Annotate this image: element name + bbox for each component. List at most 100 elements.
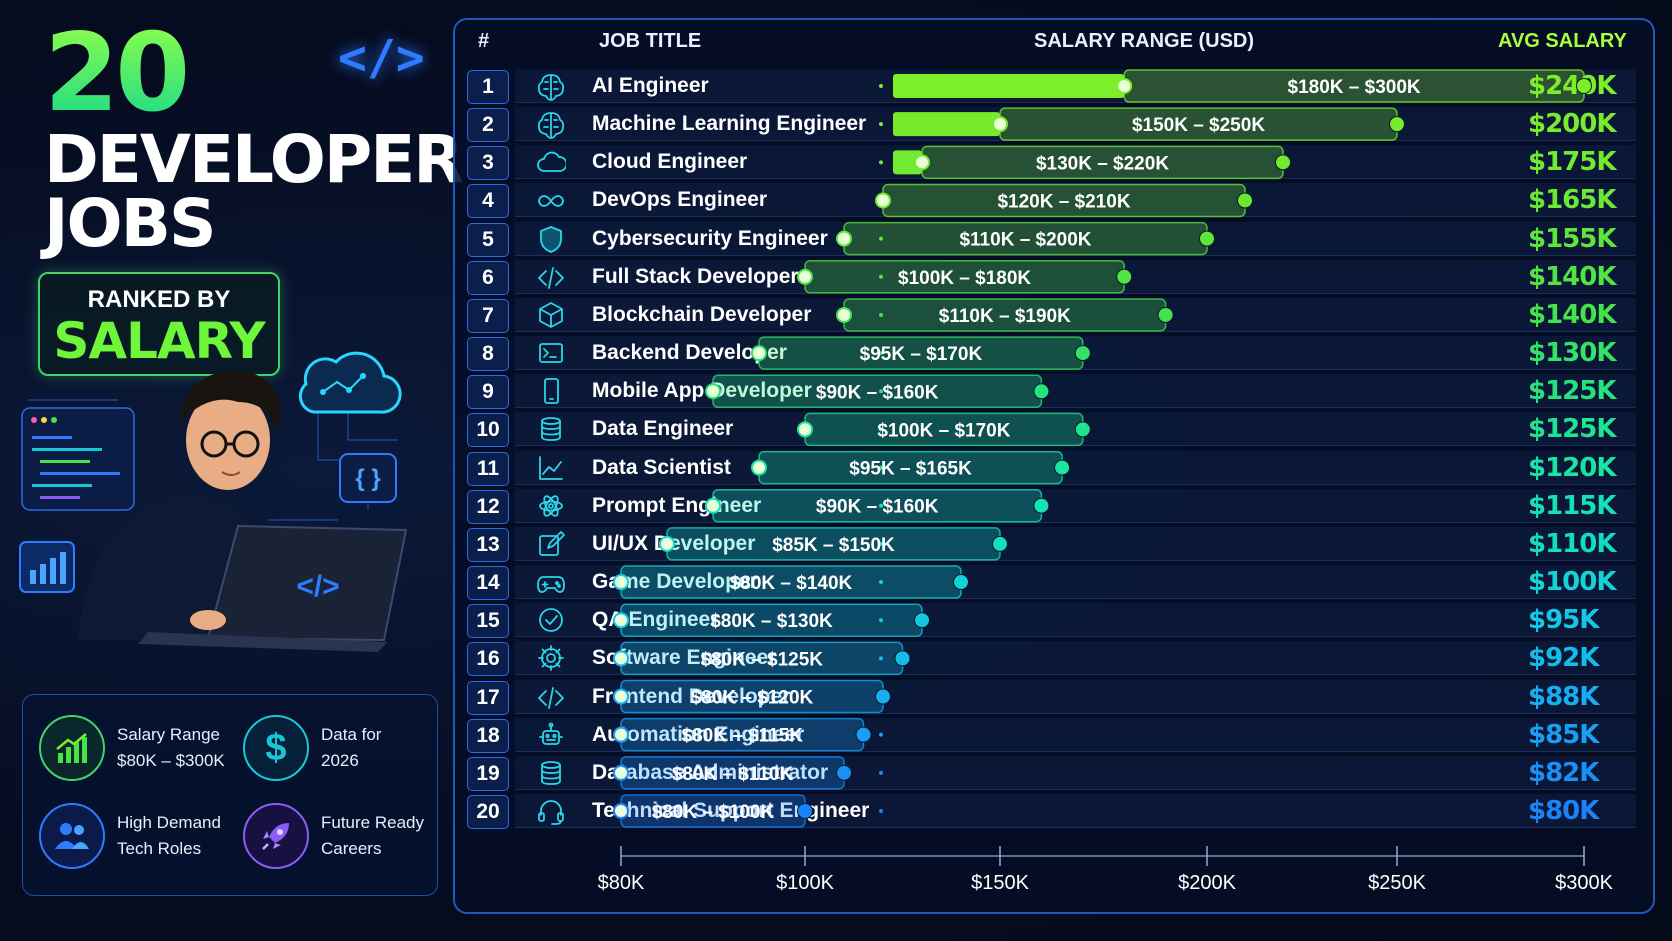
rank-badge: 11 [467, 451, 509, 486]
avg-salary-value: $92K [1528, 643, 1599, 674]
avg-salary-value: $110K [1528, 528, 1617, 559]
laptop-code-glyph: </> [296, 570, 339, 603]
database-icon [536, 414, 566, 444]
avg-salary-value: $165K [1528, 185, 1617, 216]
avg-salary-value: $175K [1528, 147, 1617, 178]
avg-salary-value: $155K [1528, 223, 1617, 254]
avg-salary-value: $130K [1528, 338, 1617, 369]
line-chart-icon [536, 453, 566, 483]
avg-salary-value: $140K [1528, 299, 1617, 330]
info-future-line1: Future Ready [321, 813, 424, 832]
rank-badge: 1 [467, 70, 509, 104]
job-title: Data Scientist [592, 455, 731, 479]
job-title: Technical Support Engineer [592, 799, 870, 822]
rank-badge: 20 [467, 795, 509, 829]
rank-badge: 19 [467, 756, 509, 791]
brain-chip-icon [536, 71, 566, 101]
x-tick-label: $200K [1178, 872, 1236, 894]
job-title: QA Engineer [592, 608, 719, 632]
cloud-icon [536, 147, 566, 177]
hero-title-line2: JOBS [44, 185, 217, 262]
avg-salary-value: $100K [1528, 567, 1617, 598]
gear-icon [536, 643, 566, 673]
table-row [515, 374, 1636, 409]
job-title: Prompt Engineer [592, 493, 762, 517]
info-data-year: $ Data for 2026 [243, 715, 381, 781]
shield-icon [536, 224, 566, 254]
phone-icon [536, 376, 566, 406]
braces-glyph: { } [355, 465, 380, 492]
rank-badge: 9 [467, 375, 509, 410]
users-icon [39, 803, 105, 869]
avg-salary-value: $240K [1528, 71, 1617, 101]
rank-badge: 5 [467, 222, 509, 257]
x-tick-label: $100K [776, 872, 834, 894]
x-tick-label: $150K [971, 872, 1029, 894]
job-title: Frontend Developer [592, 684, 791, 708]
job-title: Mobile App Developer [592, 379, 812, 403]
rank-badge: 14 [467, 566, 509, 601]
avg-salary-value: $125K [1528, 414, 1617, 445]
rank-badge: 4 [467, 184, 509, 219]
info-salary-line2: $80K – $300K [117, 751, 225, 770]
header-rank: # [478, 30, 490, 52]
info-data-line2: 2026 [321, 751, 359, 770]
rank-badge: 18 [467, 718, 509, 753]
rank-badge: 6 [467, 260, 509, 295]
edit-icon [536, 529, 566, 559]
rank-badge: 12 [467, 489, 509, 524]
avg-salary-value: $200K [1528, 109, 1617, 140]
hero-title: DEVELOPER JOBS [44, 127, 464, 262]
info-salary-range: Salary Range $80K – $300K [39, 715, 225, 781]
ranked-by-label: RANKED BY [87, 286, 231, 313]
chart-up-icon [39, 715, 105, 781]
dollar-icon: $ [243, 715, 309, 781]
x-tick-label: $250K [1368, 872, 1426, 894]
braces-box-icon: { } [339, 453, 397, 503]
job-title: Database Administrator [592, 760, 829, 784]
info-future-ready: Future Ready Careers [243, 803, 424, 869]
cloud-network-icon [298, 351, 402, 414]
job-title: DevOps Engineer [592, 188, 768, 212]
job-title: Blockchain Developer [592, 302, 812, 326]
database-icon [536, 758, 566, 788]
rank-badge: 15 [467, 604, 509, 639]
job-title: Backend Developer [592, 341, 787, 365]
x-tick-label: $80K [597, 872, 645, 894]
gamepad-icon [536, 567, 566, 597]
job-title: Automation Engineer [592, 722, 805, 746]
check-badge-icon [536, 605, 566, 635]
rank-badge: 8 [467, 337, 509, 372]
info-card: Salary Range $80K – $300K $ Data for 2026 … [22, 694, 438, 896]
job-title: Data Engineer [592, 417, 734, 441]
job-title: Full Stack Developer [592, 264, 799, 288]
ranked-by-box: RANKED BY SALARY [38, 272, 280, 376]
headset-icon [536, 796, 566, 826]
rank-badge: 17 [467, 680, 509, 715]
avg-salary-value: $80K [1528, 796, 1599, 826]
avg-salary-value: $85K [1528, 719, 1599, 750]
header-job-title: JOB TITLE [599, 30, 702, 52]
table-row [515, 450, 1636, 485]
info-salary-line1: Salary Range [117, 725, 221, 744]
job-title: Software Engineer [592, 646, 777, 670]
rank-badge: 7 [467, 298, 509, 333]
info-demand-line2: Tech Roles [117, 839, 202, 858]
job-title: AI Engineer [592, 74, 709, 97]
laptop-icon: </> [138, 524, 408, 652]
code-window-icon [21, 407, 135, 511]
hero-number: 20 [44, 11, 190, 136]
avg-salary-value: $120K [1528, 452, 1617, 483]
rank-badge: 10 [467, 413, 509, 448]
job-title: UI/UX Developer [592, 531, 756, 555]
avg-salary-value: $82K [1528, 757, 1599, 788]
job-title: Cloud Engineer [592, 150, 748, 174]
rank-badge: 16 [467, 642, 509, 677]
job-title: Game Developer [592, 570, 758, 594]
job-title: Cybersecurity Engineer [592, 226, 828, 250]
info-data-line1: Data for [321, 725, 382, 744]
brain-chip-icon [536, 109, 566, 140]
terminal-icon [536, 338, 566, 368]
salary-label: SALARY [53, 312, 265, 370]
avg-salary-value: $115K [1528, 490, 1617, 521]
